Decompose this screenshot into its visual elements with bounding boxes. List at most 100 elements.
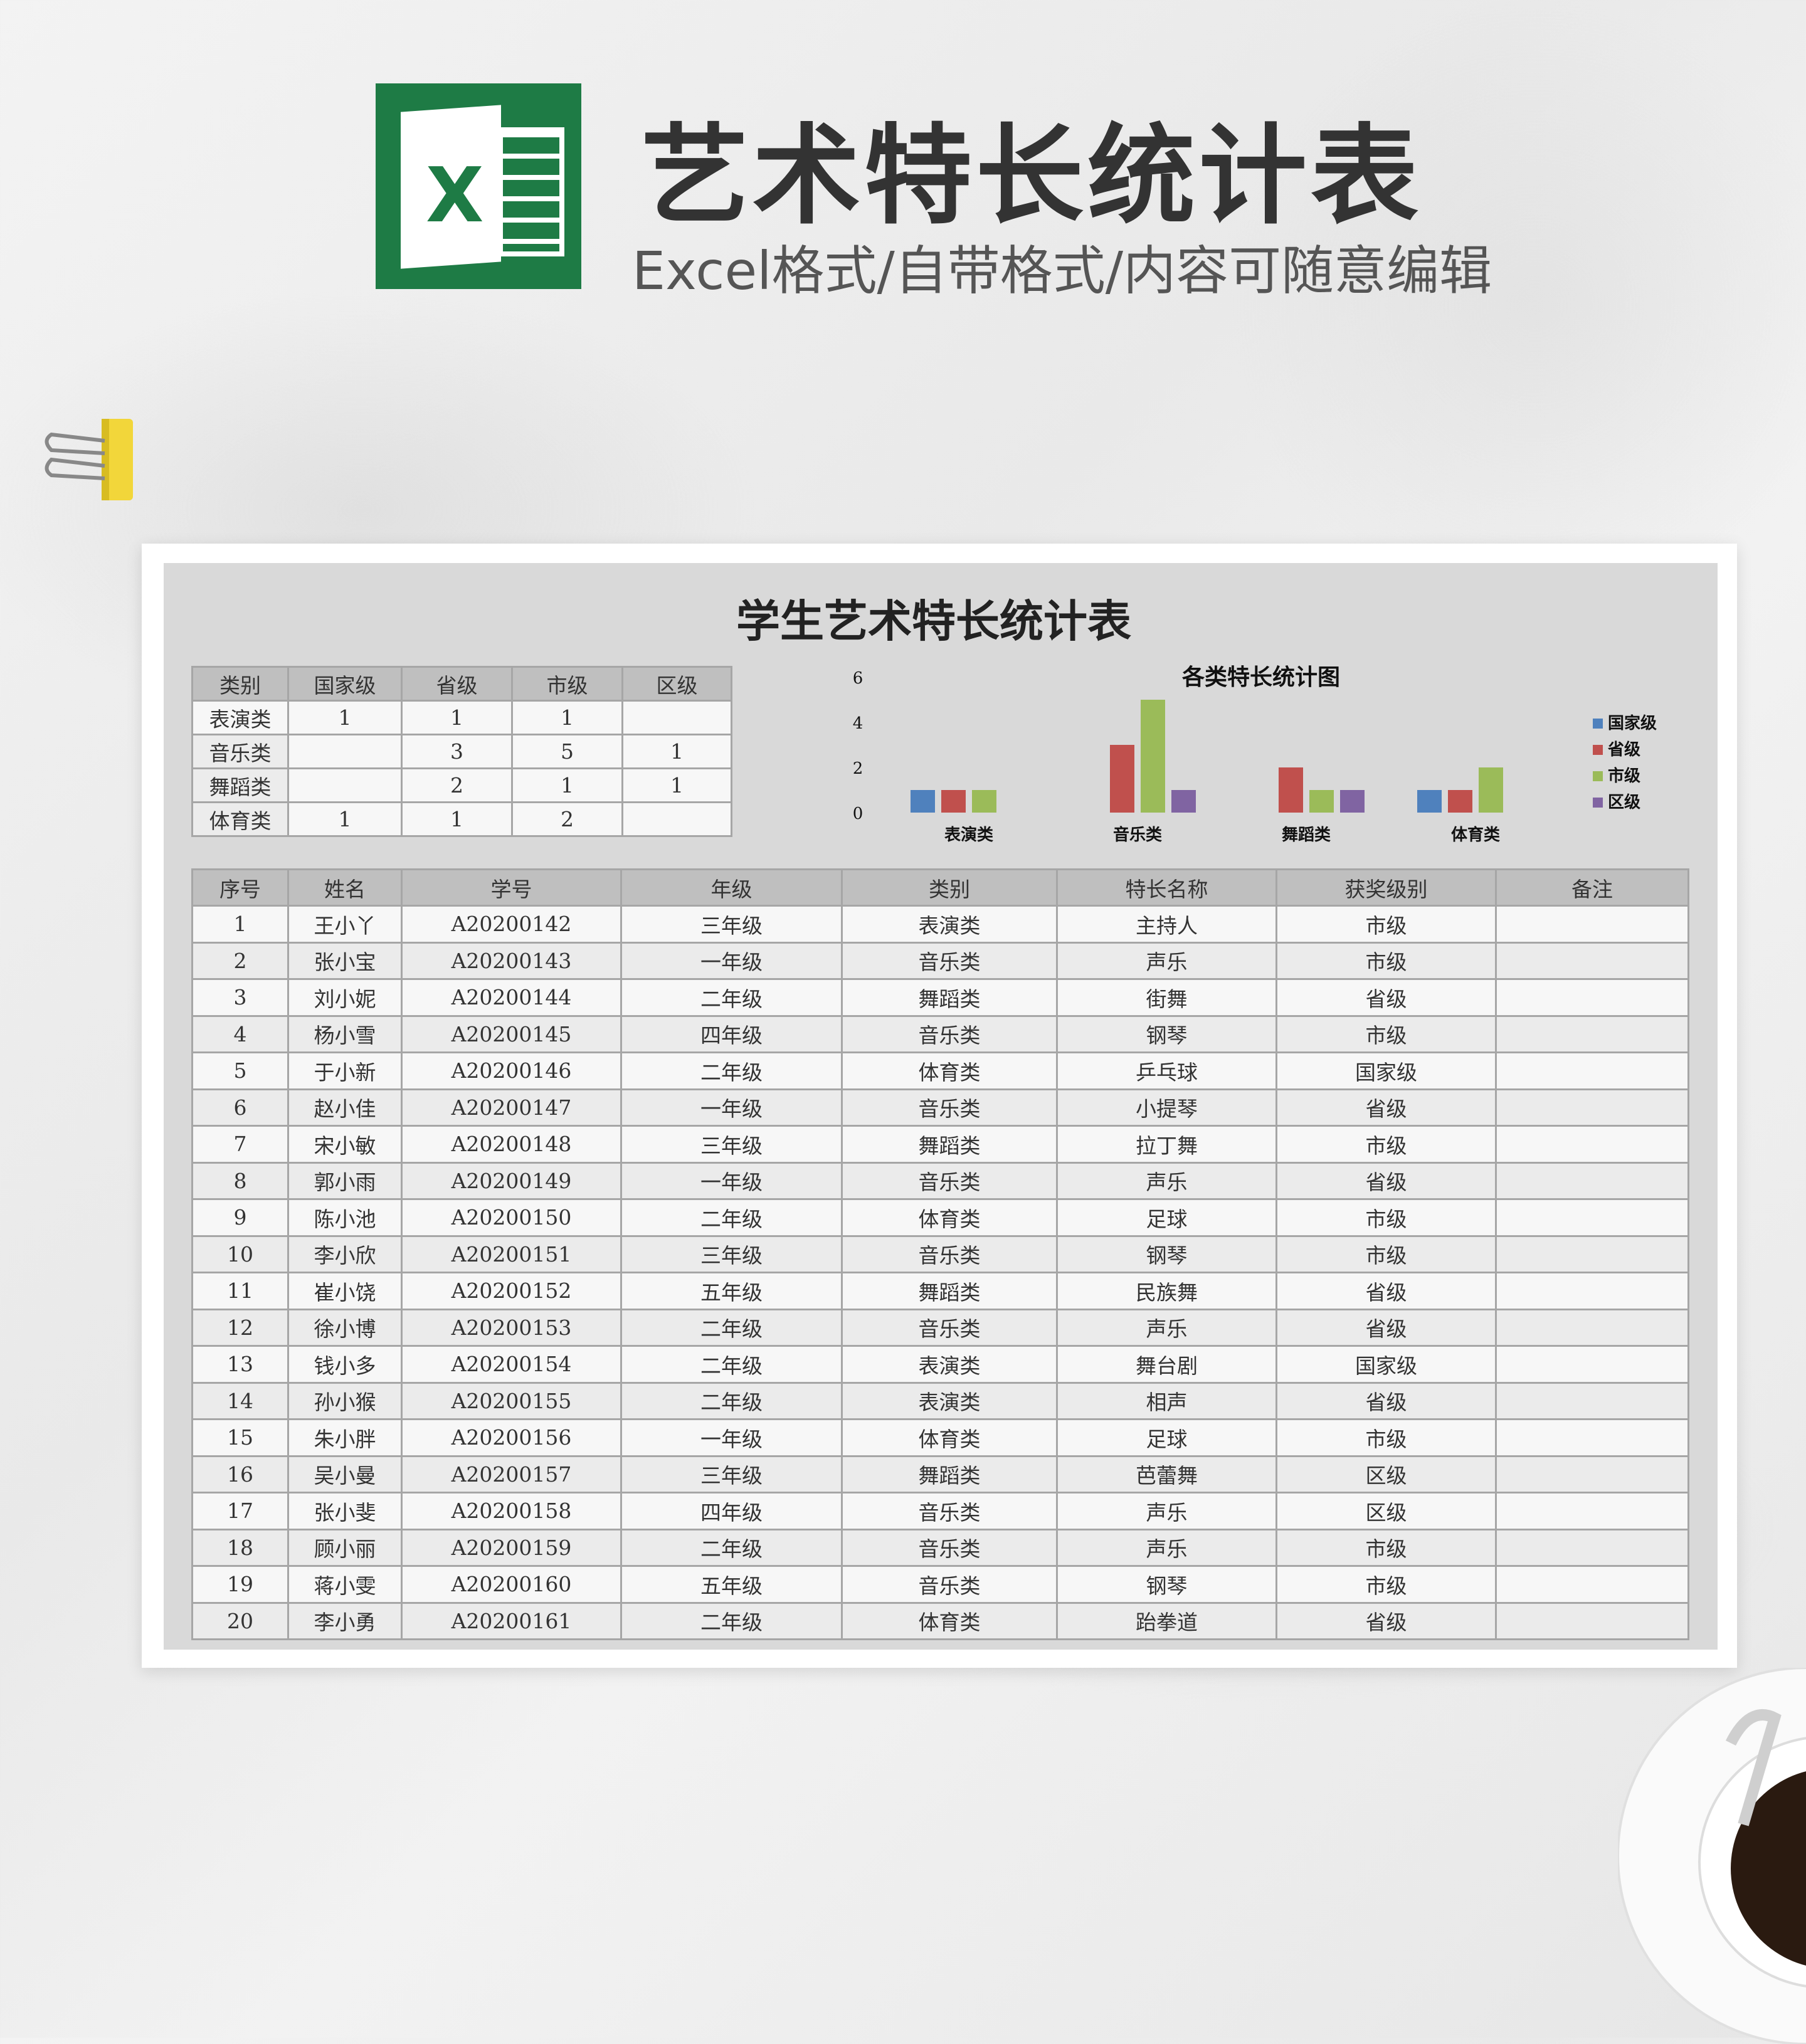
- cell-award-level[interactable]: 市级: [1275, 1418, 1497, 1457]
- cell-grade[interactable]: 五年级: [620, 1565, 843, 1604]
- cell-grade[interactable]: 三年级: [620, 1235, 843, 1273]
- summary-count-cell[interactable]: 1: [401, 801, 513, 837]
- cell-category[interactable]: 音乐类: [841, 1014, 1058, 1053]
- summary-count-cell[interactable]: 1: [287, 700, 403, 735]
- cell-award-level[interactable]: 市级: [1275, 1125, 1497, 1164]
- cell-grade[interactable]: 一年级: [620, 1161, 843, 1200]
- cell-grade[interactable]: 二年级: [620, 1198, 843, 1237]
- cell-category[interactable]: 音乐类: [841, 1308, 1058, 1347]
- cell-student-id[interactable]: A20200155: [401, 1381, 622, 1420]
- cell-index[interactable]: 9: [191, 1198, 289, 1237]
- cell-name[interactable]: 李小欣: [287, 1235, 403, 1273]
- cell-category[interactable]: 音乐类: [841, 1088, 1058, 1127]
- cell-name[interactable]: 李小勇: [287, 1601, 403, 1640]
- cell-index[interactable]: 12: [191, 1308, 289, 1347]
- summary-count-cell[interactable]: 1: [287, 801, 403, 837]
- cell-index[interactable]: 10: [191, 1235, 289, 1273]
- summary-count-cell[interactable]: 1: [621, 734, 732, 769]
- cell-category[interactable]: 音乐类: [841, 1161, 1058, 1200]
- cell-name[interactable]: 钱小多: [287, 1345, 403, 1384]
- cell-category[interactable]: 体育类: [841, 1601, 1058, 1640]
- cell-student-id[interactable]: A20200143: [401, 941, 622, 980]
- cell-remark[interactable]: [1495, 1198, 1689, 1237]
- summary-count-cell[interactable]: 2: [401, 767, 513, 803]
- cell-category[interactable]: 舞蹈类: [841, 1272, 1058, 1310]
- cell-specialty[interactable]: 拉丁舞: [1056, 1125, 1277, 1164]
- cell-name[interactable]: 孙小猴: [287, 1381, 403, 1420]
- cell-student-id[interactable]: A20200159: [401, 1528, 622, 1567]
- cell-award-level[interactable]: 区级: [1275, 1492, 1497, 1530]
- summary-count-cell[interactable]: 1: [511, 700, 623, 735]
- cell-name[interactable]: 刘小妮: [287, 978, 403, 1017]
- cell-index[interactable]: 3: [191, 978, 289, 1017]
- cell-grade[interactable]: 一年级: [620, 1418, 843, 1457]
- cell-remark[interactable]: [1495, 1528, 1689, 1567]
- cell-category[interactable]: 体育类: [841, 1198, 1058, 1237]
- cell-specialty[interactable]: 小提琴: [1056, 1088, 1277, 1127]
- cell-name[interactable]: 赵小佳: [287, 1088, 403, 1127]
- cell-name[interactable]: 于小新: [287, 1051, 403, 1090]
- cell-remark[interactable]: [1495, 1345, 1689, 1384]
- cell-specialty[interactable]: 声乐: [1056, 1528, 1277, 1567]
- cell-category[interactable]: 舞蹈类: [841, 1455, 1058, 1493]
- cell-name[interactable]: 张小斐: [287, 1492, 403, 1530]
- cell-name[interactable]: 徐小博: [287, 1308, 403, 1347]
- cell-remark[interactable]: [1495, 1235, 1689, 1273]
- cell-grade[interactable]: 二年级: [620, 1051, 843, 1090]
- cell-specialty[interactable]: 街舞: [1056, 978, 1277, 1017]
- cell-student-id[interactable]: A20200160: [401, 1565, 622, 1604]
- cell-index[interactable]: 15: [191, 1418, 289, 1457]
- cell-award-level[interactable]: 市级: [1275, 941, 1497, 980]
- cell-specialty[interactable]: 民族舞: [1056, 1272, 1277, 1310]
- cell-name[interactable]: 顾小丽: [287, 1528, 403, 1567]
- cell-remark[interactable]: [1495, 1601, 1689, 1640]
- cell-category[interactable]: 舞蹈类: [841, 1125, 1058, 1164]
- cell-specialty[interactable]: 舞台剧: [1056, 1345, 1277, 1384]
- cell-remark[interactable]: [1495, 1492, 1689, 1530]
- cell-award-level[interactable]: 市级: [1275, 1235, 1497, 1273]
- cell-remark[interactable]: [1495, 1125, 1689, 1164]
- cell-name[interactable]: 吴小曼: [287, 1455, 403, 1493]
- cell-award-level[interactable]: 省级: [1275, 1601, 1497, 1640]
- column-header-grade[interactable]: 年级: [620, 868, 843, 907]
- cell-name[interactable]: 宋小敏: [287, 1125, 403, 1164]
- cell-grade[interactable]: 二年级: [620, 1308, 843, 1347]
- cell-award-level[interactable]: 市级: [1275, 1198, 1497, 1237]
- cell-student-id[interactable]: A20200148: [401, 1125, 622, 1164]
- cell-award-level[interactable]: 市级: [1275, 905, 1497, 944]
- cell-grade[interactable]: 四年级: [620, 1492, 843, 1530]
- cell-category[interactable]: 体育类: [841, 1418, 1058, 1457]
- cell-specialty[interactable]: 钢琴: [1056, 1235, 1277, 1273]
- cell-name[interactable]: 张小宝: [287, 941, 403, 980]
- summary-count-cell[interactable]: 1: [621, 767, 732, 803]
- cell-index[interactable]: 8: [191, 1161, 289, 1200]
- cell-student-id[interactable]: A20200152: [401, 1272, 622, 1310]
- summary-category-cell[interactable]: 音乐类: [191, 734, 289, 769]
- cell-student-id[interactable]: A20200158: [401, 1492, 622, 1530]
- cell-index[interactable]: 17: [191, 1492, 289, 1530]
- cell-grade[interactable]: 三年级: [620, 905, 843, 944]
- cell-student-id[interactable]: A20200149: [401, 1161, 622, 1200]
- cell-index[interactable]: 11: [191, 1272, 289, 1310]
- cell-student-id[interactable]: A20200150: [401, 1198, 622, 1237]
- cell-grade[interactable]: 二年级: [620, 978, 843, 1017]
- cell-award-level[interactable]: 省级: [1275, 978, 1497, 1017]
- cell-grade[interactable]: 二年级: [620, 1381, 843, 1420]
- cell-grade[interactable]: 三年级: [620, 1125, 843, 1164]
- cell-category[interactable]: 表演类: [841, 905, 1058, 944]
- cell-specialty[interactable]: 声乐: [1056, 1308, 1277, 1347]
- cell-category[interactable]: 音乐类: [841, 941, 1058, 980]
- cell-index[interactable]: 19: [191, 1565, 289, 1604]
- cell-specialty[interactable]: 乒乓球: [1056, 1051, 1277, 1090]
- cell-award-level[interactable]: 市级: [1275, 1565, 1497, 1604]
- cell-award-level[interactable]: 国家级: [1275, 1051, 1497, 1090]
- cell-award-level[interactable]: 省级: [1275, 1161, 1497, 1200]
- cell-specialty[interactable]: 足球: [1056, 1418, 1277, 1457]
- cell-award-level[interactable]: 省级: [1275, 1381, 1497, 1420]
- cell-specialty[interactable]: 声乐: [1056, 1161, 1277, 1200]
- cell-specialty[interactable]: 相声: [1056, 1381, 1277, 1420]
- cell-name[interactable]: 蒋小雯: [287, 1565, 403, 1604]
- column-header-index[interactable]: 序号: [191, 868, 289, 907]
- cell-remark[interactable]: [1495, 941, 1689, 980]
- cell-award-level[interactable]: 省级: [1275, 1088, 1497, 1127]
